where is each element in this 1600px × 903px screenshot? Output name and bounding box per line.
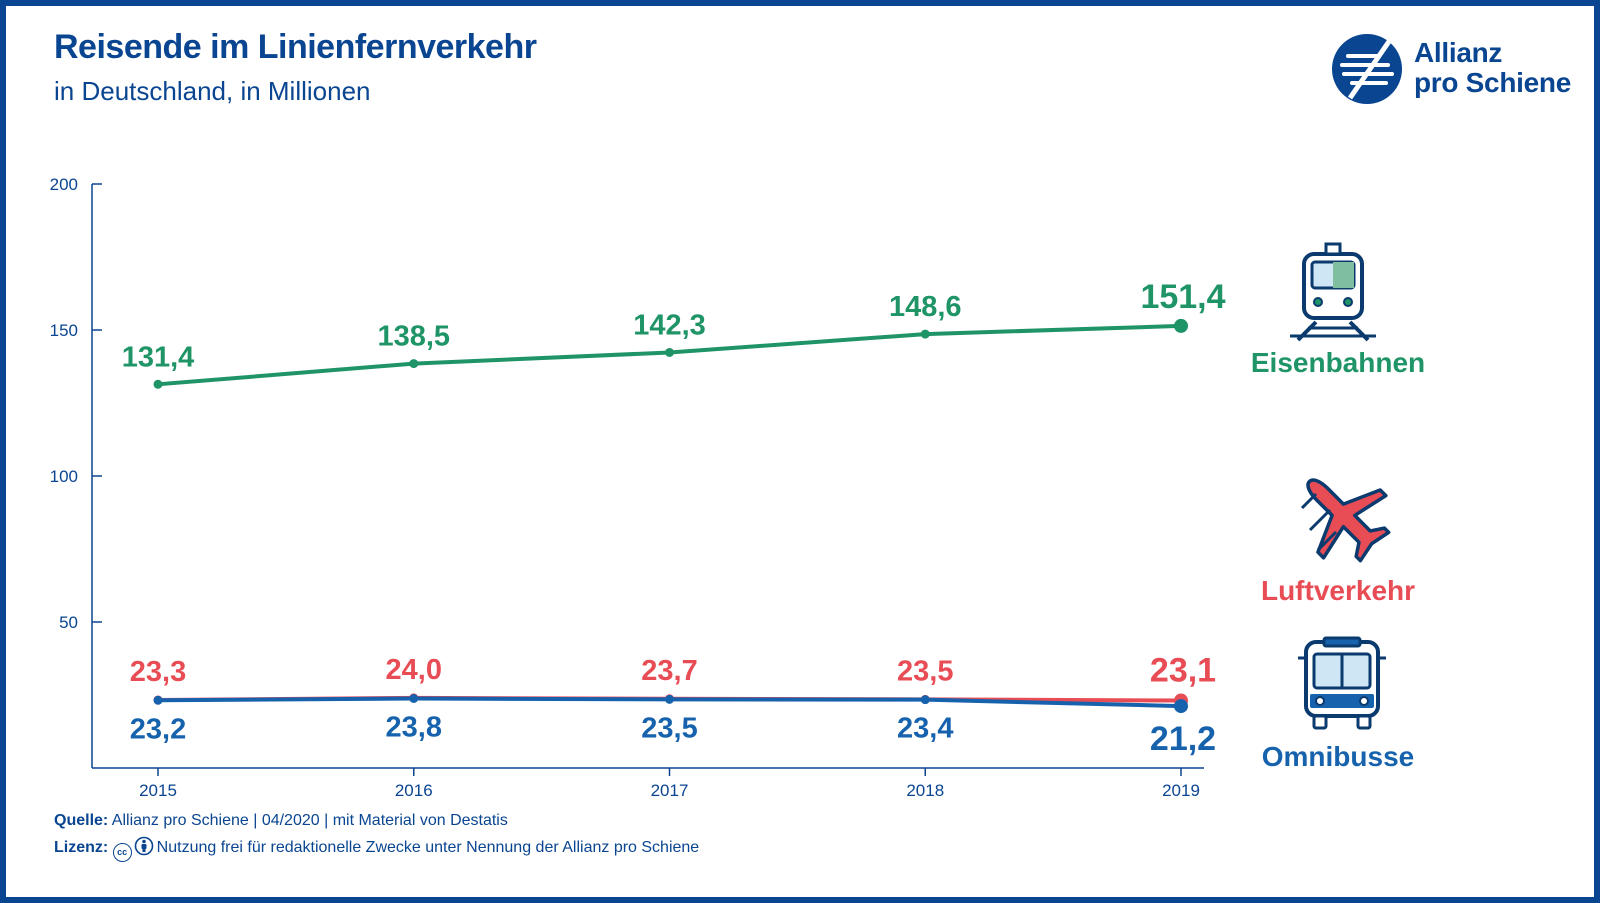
data-label: 23,1 [1150,652,1216,690]
y-tick-label: 150 [50,321,78,340]
data-label: 23,3 [130,656,186,688]
data-point [1174,699,1188,714]
x-tick-label: 2016 [395,781,433,800]
data-label: 23,8 [386,712,442,744]
x-tick-label: 2017 [651,781,689,800]
logo-line-1: Allianz [1414,37,1503,68]
data-point [153,379,163,389]
data-label: 23,5 [641,712,697,744]
data-label: 24,0 [386,654,442,686]
source-text: Allianz pro Schiene | 04/2020 | mit Mate… [111,812,508,829]
license-text: Nutzung frei für redaktionelle Zwecke un… [156,839,700,856]
y-tick-label: 200 [50,175,78,194]
cc-icon: cc [112,843,132,862]
data-label: 23,7 [641,655,697,687]
data-label: 142,3 [633,309,706,341]
train-icon [1290,242,1376,342]
bus-icon [1298,636,1386,730]
logo-line-2: pro Schiene [1414,67,1571,98]
data-point [920,695,930,705]
source-label: Quelle: [54,812,109,829]
footer-license: Lizenz: cc Nutzung frei für redaktionelle… [54,836,699,862]
data-label: 21,2 [1150,720,1216,758]
allianz-logo-icon [1332,34,1402,104]
airplane-icon [1300,478,1391,563]
data-point [409,694,419,704]
data-point [1174,318,1188,333]
legend-label-bus: Omnibusse [1262,741,1414,772]
data-point [920,329,930,339]
page-subtitle: in Deutschland, in Millionen [54,76,371,106]
data-label: 23,2 [130,713,186,745]
x-tick-label: 2018 [906,781,944,800]
data-label: 23,4 [897,713,953,745]
data-label: 131,4 [122,341,195,373]
data-point [153,695,163,705]
allianz-logo: Allianz pro Schiene [1330,32,1590,112]
allianz-logo-text: Allianz pro Schiene [1414,38,1571,98]
license-label: Lizenz: [54,839,109,856]
data-point [409,359,419,369]
chart-axes: 50 100 150 200 2015 2016 2017 2018 2019 [50,175,1204,800]
data-label: 148,6 [889,291,962,323]
x-tick-label: 2015 [139,781,177,800]
legend-label-air: Luftverkehr [1261,575,1415,606]
data-point [665,347,674,357]
attribution-icon [134,836,153,856]
chart-legend: Eisenbahnen Luftverkehr Omnibusse [1251,242,1425,772]
footer-source: Quelle: Allianz pro Schiene | 04/2020 | … [54,812,508,830]
data-label: 151,4 [1140,278,1225,316]
x-tick-label: 2019 [1162,781,1200,800]
data-label: 23,5 [897,655,953,687]
page-title: Reisende im Linienfernverkehr [54,28,537,66]
data-point [665,694,674,704]
y-tick-label: 100 [50,467,78,486]
data-label: 138,5 [377,321,450,353]
y-tick-label: 50 [59,613,78,632]
line-chart: 50 100 150 200 2015 2016 2017 2018 2019 131,4 138… [50,175,1426,800]
chart-series: 131,4 138,5 142,3 148,6 151,4 23,3 24,0 23,7 23,… [122,278,1226,758]
legend-label-rail: Eisenbahnen [1251,347,1425,378]
